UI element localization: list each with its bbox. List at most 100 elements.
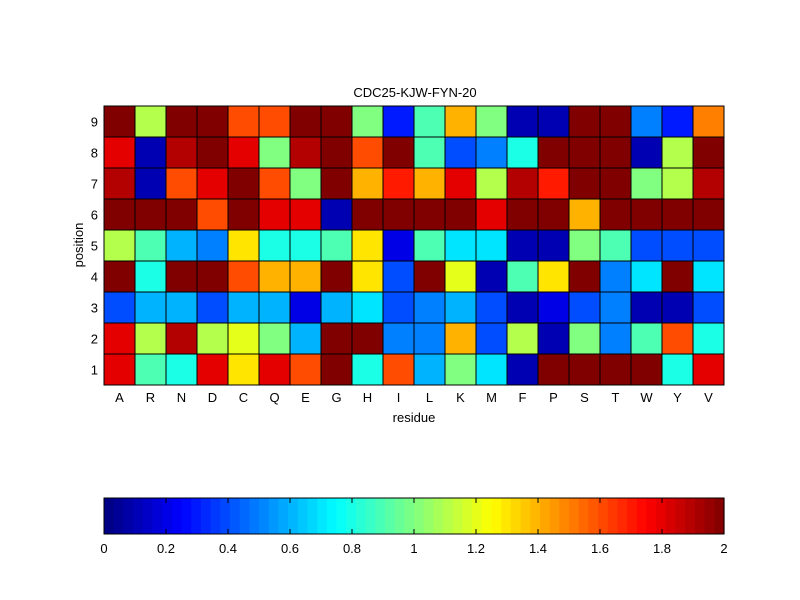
heatmap-cell <box>630 353 663 386</box>
heatmap-cell <box>382 353 415 386</box>
colorbar-swatch <box>162 498 173 534</box>
heatmap-cell <box>537 136 570 169</box>
heatmap-cell <box>661 105 694 138</box>
heatmap-cell <box>258 322 291 355</box>
colorbar-tick-label: 1.2 <box>467 541 485 556</box>
heatmap-cell <box>382 167 415 200</box>
heatmap-cell <box>351 260 384 293</box>
heatmap-cell <box>134 136 167 169</box>
heatmap-cell <box>165 353 198 386</box>
heatmap-cell <box>382 198 415 231</box>
heatmap-cell <box>227 291 260 324</box>
heatmap-cells <box>103 105 725 386</box>
heatmap-cell <box>227 198 260 231</box>
heatmap-cell <box>537 322 570 355</box>
heatmap-cell <box>444 136 477 169</box>
heatmap-cell <box>506 291 539 324</box>
x-tick-label: P <box>549 390 558 405</box>
heatmap-cell <box>568 167 601 200</box>
heatmap-cell <box>692 167 725 200</box>
heatmap-cell <box>475 322 508 355</box>
colorbar-swatch <box>578 498 589 534</box>
heatmap-cell <box>630 167 663 200</box>
heatmap-cell <box>103 322 136 355</box>
heatmap-cell <box>475 353 508 386</box>
colorbar-swatch <box>520 498 531 534</box>
heatmap-cell <box>289 260 322 293</box>
heatmap-cell <box>599 136 632 169</box>
colorbar-tick-label: 0.8 <box>343 541 361 556</box>
colorbar-swatch <box>452 498 464 534</box>
heatmap-cell <box>413 322 446 355</box>
heatmap-cell <box>165 322 198 355</box>
heatmap-cell <box>444 198 477 231</box>
heatmap-cell <box>599 353 632 386</box>
heatmap-cell <box>196 353 229 386</box>
x-tick-label: Y <box>673 390 682 405</box>
heatmap-cell <box>661 136 694 169</box>
heatmap-cell <box>227 136 260 169</box>
heatmap-cell <box>568 260 601 293</box>
heatmap-cell <box>289 136 322 169</box>
heatmap-cell <box>444 291 477 324</box>
colorbar-swatch <box>462 498 473 534</box>
heatmap-cell <box>475 260 508 293</box>
heatmap-cell <box>568 198 601 231</box>
x-tick-label: E <box>301 390 310 405</box>
heatmap-cell <box>289 291 322 324</box>
heatmap-cell <box>258 353 291 386</box>
heatmap-cell <box>382 260 415 293</box>
heatmap-cell <box>134 229 167 262</box>
heatmap-cell <box>103 198 136 231</box>
heatmap-cell <box>537 105 570 138</box>
heatmap-cell <box>196 229 229 262</box>
heatmap-cell <box>475 136 508 169</box>
colorbar-swatch <box>569 498 580 534</box>
colorbar-swatch <box>598 498 609 534</box>
y-tick-label: 3 <box>91 301 98 316</box>
colorbar-swatch <box>607 498 619 534</box>
x-tick-label: K <box>456 390 465 405</box>
x-tick-label: W <box>640 390 653 405</box>
heatmap-cell <box>227 105 260 138</box>
heatmap-cell <box>692 198 725 231</box>
colorbar-swatch <box>549 498 560 534</box>
heatmap-cell <box>661 322 694 355</box>
colorbar-swatch <box>384 498 396 534</box>
y-tick-label: 5 <box>91 239 98 254</box>
heatmap-cell <box>599 198 632 231</box>
heatmap-cell <box>134 167 167 200</box>
colorbar-swatch <box>346 498 357 534</box>
colorbar-swatch <box>530 498 541 534</box>
heatmap-cell <box>506 105 539 138</box>
heatmap-cell <box>692 353 725 386</box>
heatmap-cell <box>227 167 260 200</box>
heatmap-cell <box>165 136 198 169</box>
x-tick-label: V <box>704 390 713 405</box>
heatmap-cell <box>320 229 353 262</box>
heatmap-cell <box>661 260 694 293</box>
heatmap-cell <box>258 260 291 293</box>
heatmap-cell <box>103 167 136 200</box>
colorbar-swatch <box>404 498 415 534</box>
heatmap-cell <box>320 136 353 169</box>
x-tick-label: C <box>239 390 248 405</box>
heatmap-cell <box>227 260 260 293</box>
colorbar-swatch <box>714 498 725 534</box>
y-axis-label: position <box>71 223 86 268</box>
y-tick-label: 9 <box>91 115 98 130</box>
heatmap-cell <box>382 136 415 169</box>
colorbar-swatch <box>365 498 376 534</box>
heatmap-cell <box>692 291 725 324</box>
plot-frame <box>103 105 725 386</box>
heatmap-cell <box>196 167 229 200</box>
heatmap-cell <box>692 136 725 169</box>
heatmap-cell <box>165 260 198 293</box>
colorbar-swatch <box>210 498 221 534</box>
heatmap-cell <box>196 260 229 293</box>
colorbar-swatch <box>288 498 299 534</box>
heatmap-cell <box>568 105 601 138</box>
heatmap-cell <box>599 291 632 324</box>
